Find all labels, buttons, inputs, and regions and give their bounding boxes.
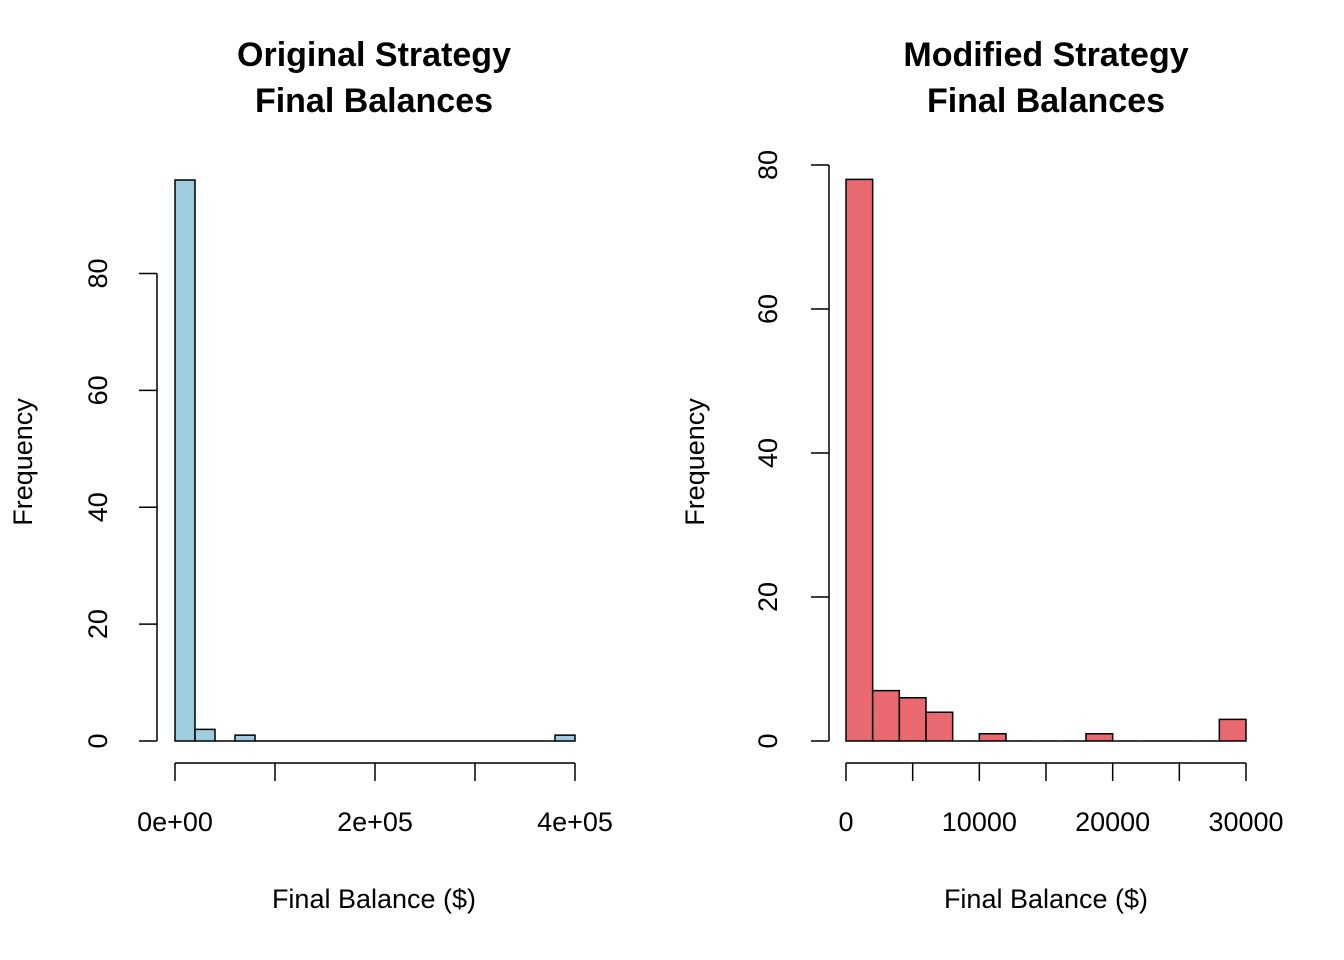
x-tick-label: 30000 (1208, 807, 1283, 837)
bar (898, 697, 927, 742)
bar (978, 733, 1007, 742)
y-tick-label: 0 (83, 733, 113, 748)
y-tick-label: 80 (753, 150, 783, 180)
bar (194, 728, 216, 742)
x-tick-label: 0e+00 (137, 807, 213, 837)
y-axis-label: Frequency (8, 398, 38, 526)
y-tick-label: 40 (83, 492, 113, 522)
bar (1085, 733, 1114, 742)
x-axis-label: Final Balance ($) (272, 884, 476, 914)
y-tick-label: 0 (753, 733, 783, 748)
y-tick-label: 60 (83, 375, 113, 405)
x-tick-label: 20000 (1075, 807, 1150, 837)
bar (925, 711, 954, 742)
chart-title: Original Strategy (237, 36, 511, 74)
chart-title: Final Balances (255, 82, 493, 120)
chart-title: Final Balances (927, 82, 1165, 120)
x-tick-label: 0 (838, 807, 853, 837)
x-tick-label: 4e+05 (537, 807, 613, 837)
bar (871, 689, 901, 742)
y-tick-label: 20 (753, 582, 783, 612)
y-tick-label: 40 (753, 438, 783, 468)
x-tick-label: 2e+05 (337, 807, 413, 837)
y-tick-label: 80 (83, 258, 113, 288)
bar (1218, 718, 1247, 742)
y-tick-label: 20 (83, 609, 113, 639)
bar (554, 734, 576, 742)
bar (234, 734, 256, 742)
y-tick-label: 60 (753, 294, 783, 324)
x-tick-label: 10000 (942, 807, 1017, 837)
x-axis-label: Final Balance ($) (944, 884, 1148, 914)
y-axis-label: Frequency (680, 398, 710, 526)
bar (845, 178, 874, 742)
bar (174, 179, 196, 742)
chart-title: Modified Strategy (903, 36, 1188, 74)
